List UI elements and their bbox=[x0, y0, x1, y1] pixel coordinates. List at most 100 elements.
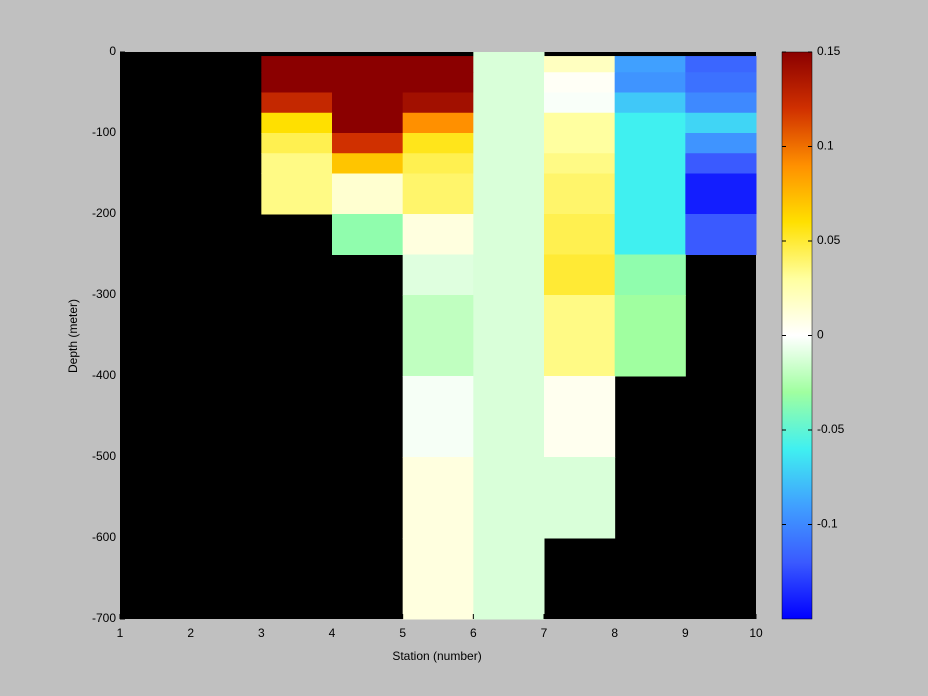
colorbar-tick-label: 0.05 bbox=[817, 233, 841, 247]
colorbar-tick-label: 0.1 bbox=[817, 139, 834, 153]
heatmap-cell bbox=[614, 72, 686, 93]
y-tick-label: -100 bbox=[92, 125, 116, 139]
heatmap-cell bbox=[402, 72, 474, 93]
heatmap-cell bbox=[402, 295, 474, 377]
heatmap-cell bbox=[685, 56, 757, 73]
x-tick-label: 3 bbox=[258, 626, 265, 640]
heatmap-cell bbox=[473, 173, 545, 215]
heatmap-cell bbox=[614, 254, 686, 296]
heatmap-cell bbox=[402, 376, 474, 458]
heatmap-cell bbox=[402, 173, 474, 215]
heatmap-cell bbox=[402, 457, 474, 539]
heatmap-cell bbox=[473, 538, 545, 620]
heatmap-cell bbox=[473, 52, 545, 57]
heatmap-cell bbox=[614, 56, 686, 73]
heatmap-cell bbox=[473, 72, 545, 93]
heatmap-cell bbox=[261, 92, 333, 114]
heatmap-cell bbox=[544, 92, 616, 114]
heatmap-cell bbox=[402, 92, 474, 114]
heatmap-cell bbox=[332, 173, 404, 215]
heatmap-cell bbox=[473, 56, 545, 73]
heatmap-cell bbox=[614, 214, 686, 255]
heatmap-cell bbox=[402, 153, 474, 174]
heatmap-cell bbox=[544, 133, 616, 154]
heatmap-cell bbox=[332, 133, 404, 154]
heatmap-cell bbox=[261, 133, 333, 154]
heatmap-cell bbox=[544, 56, 616, 73]
colorbar-tick-label: 0.15 bbox=[817, 44, 841, 58]
y-tick-label: -600 bbox=[92, 530, 116, 544]
y-tick-label: -400 bbox=[92, 368, 116, 382]
x-tick-label: 4 bbox=[329, 626, 336, 640]
heatmap-cell bbox=[473, 295, 545, 377]
y-tick-label: -700 bbox=[92, 611, 116, 625]
heatmap-cell bbox=[685, 133, 757, 154]
heatmap-cell bbox=[544, 457, 616, 539]
y-tick-label: 0 bbox=[109, 44, 116, 58]
heatmap-cell bbox=[473, 92, 545, 114]
heatmap-cell bbox=[332, 214, 404, 255]
x-tick-label: 1 bbox=[117, 626, 124, 640]
heatmap-cell bbox=[261, 72, 333, 93]
heatmap-cell bbox=[402, 254, 474, 296]
heatmap-cell bbox=[473, 153, 545, 174]
heatmap-cell bbox=[614, 295, 686, 377]
heatmap-cell bbox=[685, 173, 757, 215]
heatmap-cell bbox=[261, 173, 333, 215]
heatmap-cell bbox=[332, 56, 404, 73]
x-tick-label: 10 bbox=[749, 626, 763, 640]
heatmap-cell bbox=[332, 72, 404, 93]
x-tick-label: 7 bbox=[541, 626, 548, 640]
heatmap-cell bbox=[402, 538, 474, 620]
heatmap-cell bbox=[473, 112, 545, 134]
y-tick-label: -200 bbox=[92, 206, 116, 220]
heatmap-cell bbox=[332, 112, 404, 134]
heatmap-cell bbox=[544, 295, 616, 377]
heatmap-cell bbox=[332, 153, 404, 174]
heatmap-cell bbox=[685, 72, 757, 93]
heatmap-cell bbox=[544, 112, 616, 134]
heatmap-cell bbox=[614, 153, 686, 174]
heatmap-cell bbox=[544, 153, 616, 174]
heatmap-cell bbox=[544, 72, 616, 93]
heatmap-cell bbox=[473, 133, 545, 154]
heatmap-cell bbox=[332, 92, 404, 114]
heatmap-cell bbox=[473, 376, 545, 458]
heatmap-cell bbox=[614, 112, 686, 134]
x-tick-label: 2 bbox=[187, 626, 194, 640]
heatmap-cell bbox=[402, 112, 474, 134]
heatmap-cell bbox=[402, 214, 474, 255]
heatmap-cell bbox=[685, 153, 757, 174]
colorbar-tick-label: 0 bbox=[817, 328, 824, 342]
heatmap-cell bbox=[544, 254, 616, 296]
heatmap-cell bbox=[402, 133, 474, 154]
heatmap-cell bbox=[544, 173, 616, 215]
heatmap-cell bbox=[473, 457, 545, 539]
heatmap-cell bbox=[473, 214, 545, 255]
heatmap-cell bbox=[614, 173, 686, 215]
heatmap-cell bbox=[614, 92, 686, 114]
heatmap-cell bbox=[261, 56, 333, 73]
heatmap-cell bbox=[685, 92, 757, 114]
heatmap-cell bbox=[685, 112, 757, 134]
y-tick-label: -300 bbox=[92, 287, 116, 301]
heatmap-cell bbox=[261, 112, 333, 134]
heatmap-cell bbox=[261, 153, 333, 174]
heatmap-cell bbox=[544, 376, 616, 458]
x-axis-label: Station (number) bbox=[392, 649, 481, 663]
y-axis-label: Depth (meter) bbox=[66, 299, 80, 373]
x-tick-label: 6 bbox=[470, 626, 477, 640]
colorbar-tick-label: -0.05 bbox=[817, 422, 845, 436]
heatmap-cell bbox=[402, 56, 474, 73]
colorbar-tick-label: -0.1 bbox=[817, 517, 838, 531]
heatmap-cell bbox=[614, 133, 686, 154]
heatmap-cell bbox=[685, 214, 757, 255]
heatmap-cell bbox=[544, 214, 616, 255]
y-tick-label: -500 bbox=[92, 449, 116, 463]
heatmap-cell bbox=[473, 254, 545, 296]
x-tick-label: 9 bbox=[682, 626, 689, 640]
x-tick-label: 8 bbox=[611, 626, 618, 640]
x-tick-label: 5 bbox=[399, 626, 406, 640]
colorbar bbox=[781, 51, 813, 620]
